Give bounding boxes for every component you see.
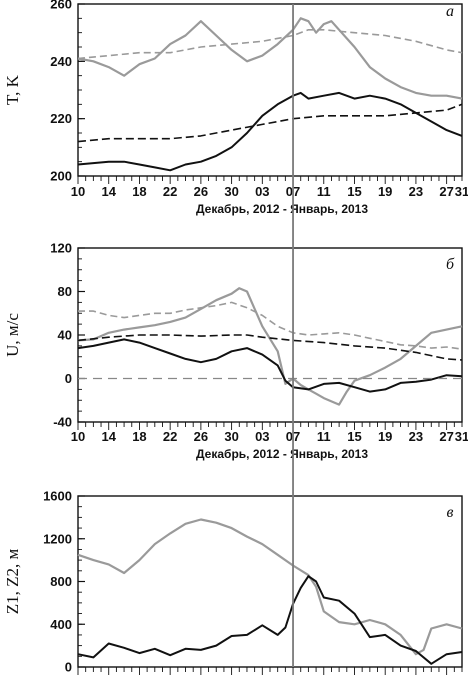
series-line-black-dashed bbox=[77, 334, 463, 361]
y-tick-label: -40 bbox=[53, 415, 72, 430]
y-tick-label: 800 bbox=[50, 574, 72, 589]
series-line-gray-dashed bbox=[78, 301, 463, 350]
x-tick-label: 10 bbox=[71, 184, 85, 199]
y-axis-title: U, м/с bbox=[3, 313, 22, 357]
y-tick-label: 200 bbox=[50, 169, 72, 184]
y-tick-label: 80 bbox=[58, 284, 72, 299]
x-tick-label: 30 bbox=[224, 429, 238, 444]
series-line-black-solid bbox=[77, 575, 463, 665]
x-tick-label: 27 bbox=[439, 429, 453, 444]
series-line-black-solid bbox=[77, 91, 463, 172]
series-line-gray-solid bbox=[77, 17, 463, 100]
x-tick-label: 31 bbox=[455, 429, 468, 444]
x-tick-label: 14 bbox=[101, 429, 116, 444]
x-tick-label: 15 bbox=[347, 429, 361, 444]
x-tick-label: 19 bbox=[378, 429, 392, 444]
y-tick-label: 240 bbox=[50, 54, 72, 69]
plot-frame-0 bbox=[77, 3, 463, 177]
x-tick-label: 18 bbox=[132, 184, 146, 199]
panel-label: а bbox=[446, 3, 454, 20]
x-axis-title: Декабрь, 2012 - Январь, 2013 bbox=[196, 447, 368, 461]
series-line-gray-dashed bbox=[77, 28, 463, 60]
x-tick-label: 26 bbox=[194, 184, 208, 199]
y-tick-label: 120 bbox=[50, 241, 72, 256]
x-axis-title: Декабрь, 2012 - Январь, 2013 bbox=[196, 202, 368, 216]
x-tick-label: 22 bbox=[163, 429, 177, 444]
x-tick-label: 10 bbox=[71, 429, 85, 444]
y-tick-label: 0 bbox=[65, 371, 72, 386]
y-tick-label: 400 bbox=[50, 617, 72, 632]
x-tick-label: 11 bbox=[317, 184, 331, 199]
x-tick-label: 19 bbox=[378, 184, 392, 199]
x-tick-label: 26 bbox=[194, 429, 208, 444]
x-tick-label: 14 bbox=[101, 184, 116, 199]
panel-label: б bbox=[446, 256, 455, 273]
x-tick-label: 27 bbox=[439, 184, 453, 199]
series-line-black-dashed bbox=[77, 103, 463, 143]
panel-label: в bbox=[447, 504, 454, 521]
y-axis-title: T, K bbox=[3, 74, 22, 105]
series-line-black-solid bbox=[77, 338, 463, 393]
series-line-gray-solid bbox=[77, 287, 463, 406]
x-tick-label: 15 bbox=[347, 184, 361, 199]
x-tick-label: 18 bbox=[132, 429, 146, 444]
x-tick-label: 11 bbox=[317, 429, 331, 444]
y-tick-label: 0 bbox=[65, 660, 72, 675]
x-tick-label: 30 bbox=[224, 184, 238, 199]
x-tick-label: 03 bbox=[255, 184, 269, 199]
y-tick-label: 1600 bbox=[43, 489, 72, 504]
y-tick-label: 40 bbox=[58, 328, 72, 343]
plot-frame-1 bbox=[77, 247, 463, 423]
y-tick-label: 260 bbox=[50, 0, 72, 12]
x-tick-label: 23 bbox=[409, 429, 423, 444]
x-tick-label: 03 bbox=[255, 429, 269, 444]
series-line-gray-solid bbox=[77, 518, 463, 656]
y-tick-label: 1200 bbox=[43, 531, 72, 546]
y-axis-title: Z1, Z2, м bbox=[3, 548, 22, 614]
y-tick-label: 220 bbox=[50, 111, 72, 126]
x-tick-label: 22 bbox=[163, 184, 177, 199]
x-tick-label: 23 bbox=[409, 184, 423, 199]
x-tick-label: 31 bbox=[455, 184, 468, 199]
